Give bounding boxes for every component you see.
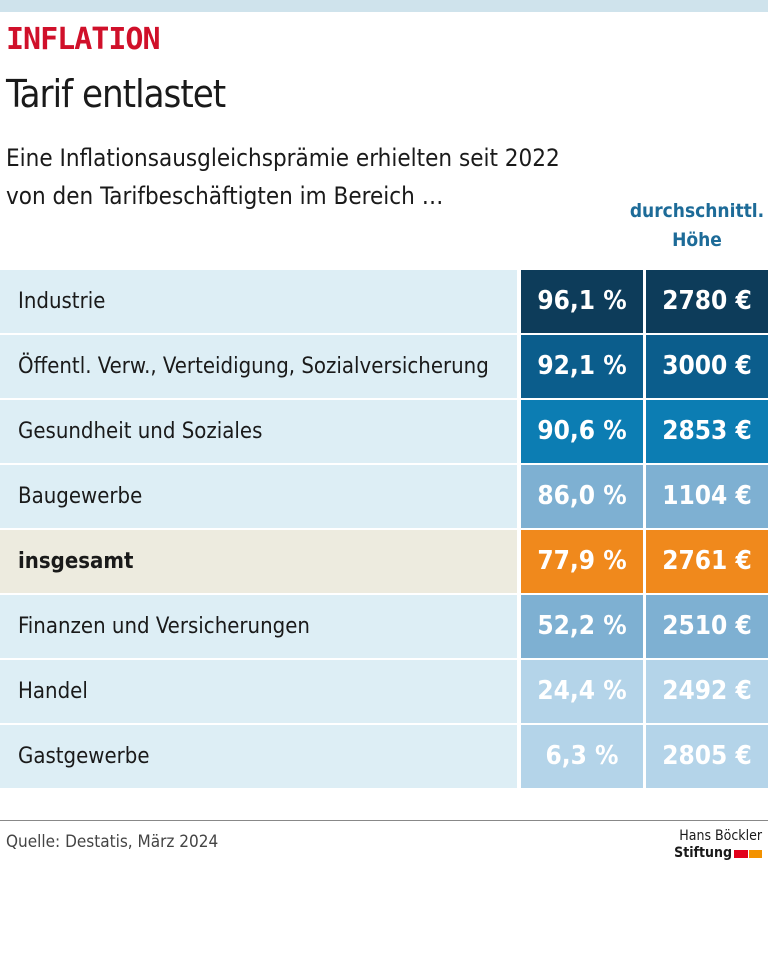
logo-text: Stiftung [674,845,732,861]
source: Quelle: Destatis, März 2024 [6,832,219,852]
logo-mark [749,850,762,858]
amount-cell: 2492 € [646,660,768,723]
share-cell: 96,1 % [521,270,643,333]
amount-cell: 3000 € [646,335,768,398]
share-cell: 92,1 % [521,335,643,398]
column-header: Höhe [672,229,722,251]
table-row: Baugewerbe 86,0 % 1104 € [0,465,768,528]
column-header: durchschnittl. [629,200,765,222]
amount-cell: 2761 € [646,530,768,593]
amount-cell: 2853 € [646,400,768,463]
amount-cell: 1104 € [646,465,768,528]
row-label: Gastgewerbe [0,725,517,788]
table-row: Öffentl. Verw., Verteidigung, Sozialvers… [0,335,768,398]
share-cell: 77,9 % [521,530,643,593]
table-row: Handel 24,4 % 2492 € [0,660,768,723]
top-band [0,0,768,12]
share-cell: 52,2 % [521,595,643,658]
amount-cell: 2780 € [646,270,768,333]
rule [0,820,768,821]
table-row: Industrie 96,1 % 2780 € [0,270,768,333]
table-row: insgesamt 77,9 % 2761 € [0,530,768,593]
row-label: Industrie [0,270,517,333]
subtitle: Eine Inflationsausgleichsprämie erhielte… [6,144,560,172]
table-row: Finanzen und Versicherungen 52,2 % 2510 € [0,595,768,658]
kicker: INFLATION [6,22,161,57]
row-label: Gesundheit und Soziales [0,400,517,463]
amount-cell: 2510 € [646,595,768,658]
subtitle: von den Tarifbeschäftigten im Bereich … [6,182,444,210]
logo-text: Hans Böckler [679,828,762,844]
table-row: Gesundheit und Soziales 90,6 % 2853 € [0,400,768,463]
share-cell: 24,4 % [521,660,643,723]
row-label: Öffentl. Verw., Verteidigung, Sozialvers… [0,335,517,398]
share-cell: 6,3 % [521,725,643,788]
row-label: Finanzen und Versicherungen [0,595,517,658]
row-label: Handel [0,660,517,723]
row-label: Baugewerbe [0,465,517,528]
title: Tarif entlastet [6,72,226,116]
logo-mark [734,850,748,858]
amount-cell: 2805 € [646,725,768,788]
row-label: insgesamt [0,530,517,593]
table-row: Gastgewerbe 6,3 % 2805 € [0,725,768,788]
share-cell: 90,6 % [521,400,643,463]
share-cell: 86,0 % [521,465,643,528]
